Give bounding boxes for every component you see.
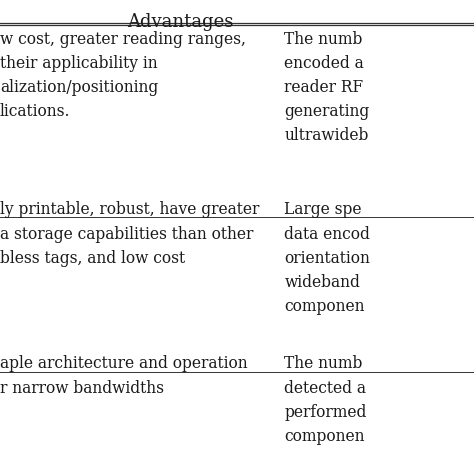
Text: Large spe
data encod
orientation
wideband
componen: Large spe data encod orientation wideban… (284, 201, 370, 315)
Text: The numb
encoded a
reader RF
generating
ultrawideb: The numb encoded a reader RF generating … (284, 31, 370, 145)
Text: Advantages: Advantages (127, 13, 233, 31)
Text: The numb
detected a
performed
componen: The numb detected a performed componen (284, 356, 367, 445)
Text: aple architecture and operation
r narrow bandwidths: aple architecture and operation r narrow… (0, 356, 247, 397)
Text: w cost, greater reading ranges,
their applicability in
alization/positioning
lic: w cost, greater reading ranges, their ap… (0, 31, 246, 120)
Text: ly printable, robust, have greater
a storage capabilities than other
bless tags,: ly printable, robust, have greater a sto… (0, 201, 259, 267)
